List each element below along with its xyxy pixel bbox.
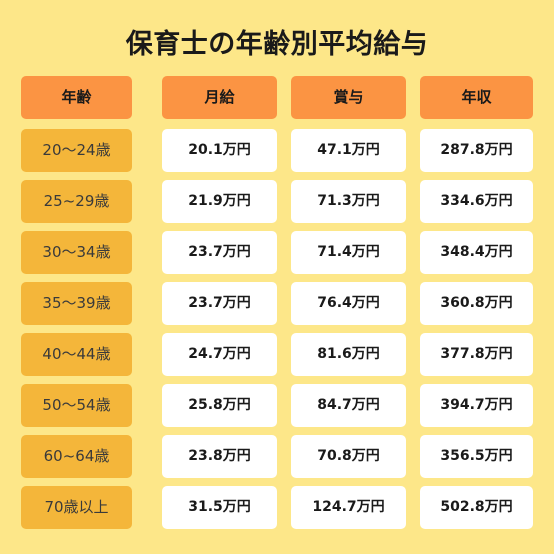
bonus-cell: 71.4万円 [291,231,406,274]
table-row: 50〜54歳 25.8万円 84.7万円 394.7万円 [21,384,533,427]
bonus-cell: 81.6万円 [291,333,406,376]
bonus-cell: 84.7万円 [291,384,406,427]
table-row: 30〜34歳 23.7万円 71.4万円 348.4万円 [21,231,533,274]
bonus-cell: 70.8万円 [291,435,406,478]
table-row: 70歳以上 31.5万円 124.7万円 502.8万円 [21,486,533,529]
annual-cell: 394.7万円 [420,384,533,427]
monthly-cell: 23.7万円 [162,231,277,274]
bonus-cell: 124.7万円 [291,486,406,529]
bonus-cell: 47.1万円 [291,129,406,172]
table-row: 25~29歳 21.9万円 71.3万円 334.6万円 [21,180,533,223]
monthly-cell: 24.7万円 [162,333,277,376]
monthly-cell: 31.5万円 [162,486,277,529]
age-cell: 60~64歳 [21,435,132,478]
age-cell: 20〜24歳 [21,129,132,172]
annual-cell: 334.6万円 [420,180,533,223]
annual-cell: 356.5万円 [420,435,533,478]
annual-cell: 287.8万円 [420,129,533,172]
monthly-cell: 25.8万円 [162,384,277,427]
table-row: 40〜44歳 24.7万円 81.6万円 377.8万円 [21,333,533,376]
age-cell: 35〜39歳 [21,282,132,325]
table-row: 35〜39歳 23.7万円 76.4万円 360.8万円 [21,282,533,325]
annual-cell: 502.8万円 [420,486,533,529]
table-row: 20〜24歳 20.1万円 47.1万円 287.8万円 [21,129,533,172]
bonus-cell: 71.3万円 [291,180,406,223]
header-annual: 年収 [420,76,533,119]
monthly-cell: 23.8万円 [162,435,277,478]
monthly-cell: 21.9万円 [162,180,277,223]
age-cell: 70歳以上 [21,486,132,529]
monthly-cell: 20.1万円 [162,129,277,172]
age-cell: 40〜44歳 [21,333,132,376]
header-bonus: 賞与 [291,76,406,119]
age-cell: 50〜54歳 [21,384,132,427]
age-cell: 30〜34歳 [21,231,132,274]
annual-cell: 360.8万円 [420,282,533,325]
annual-cell: 377.8万円 [420,333,533,376]
page-title: 保育士の年齢別平均給与 [125,29,429,60]
table-header-row: 年齢 月給 賞与 年収 [21,76,533,119]
header-monthly: 月給 [162,76,277,119]
age-cell: 25~29歳 [21,180,132,223]
bonus-cell: 76.4万円 [291,282,406,325]
annual-cell: 348.4万円 [420,231,533,274]
monthly-cell: 23.7万円 [162,282,277,325]
table-row: 60~64歳 23.8万円 70.8万円 356.5万円 [21,435,533,478]
header-age: 年齢 [21,76,132,119]
